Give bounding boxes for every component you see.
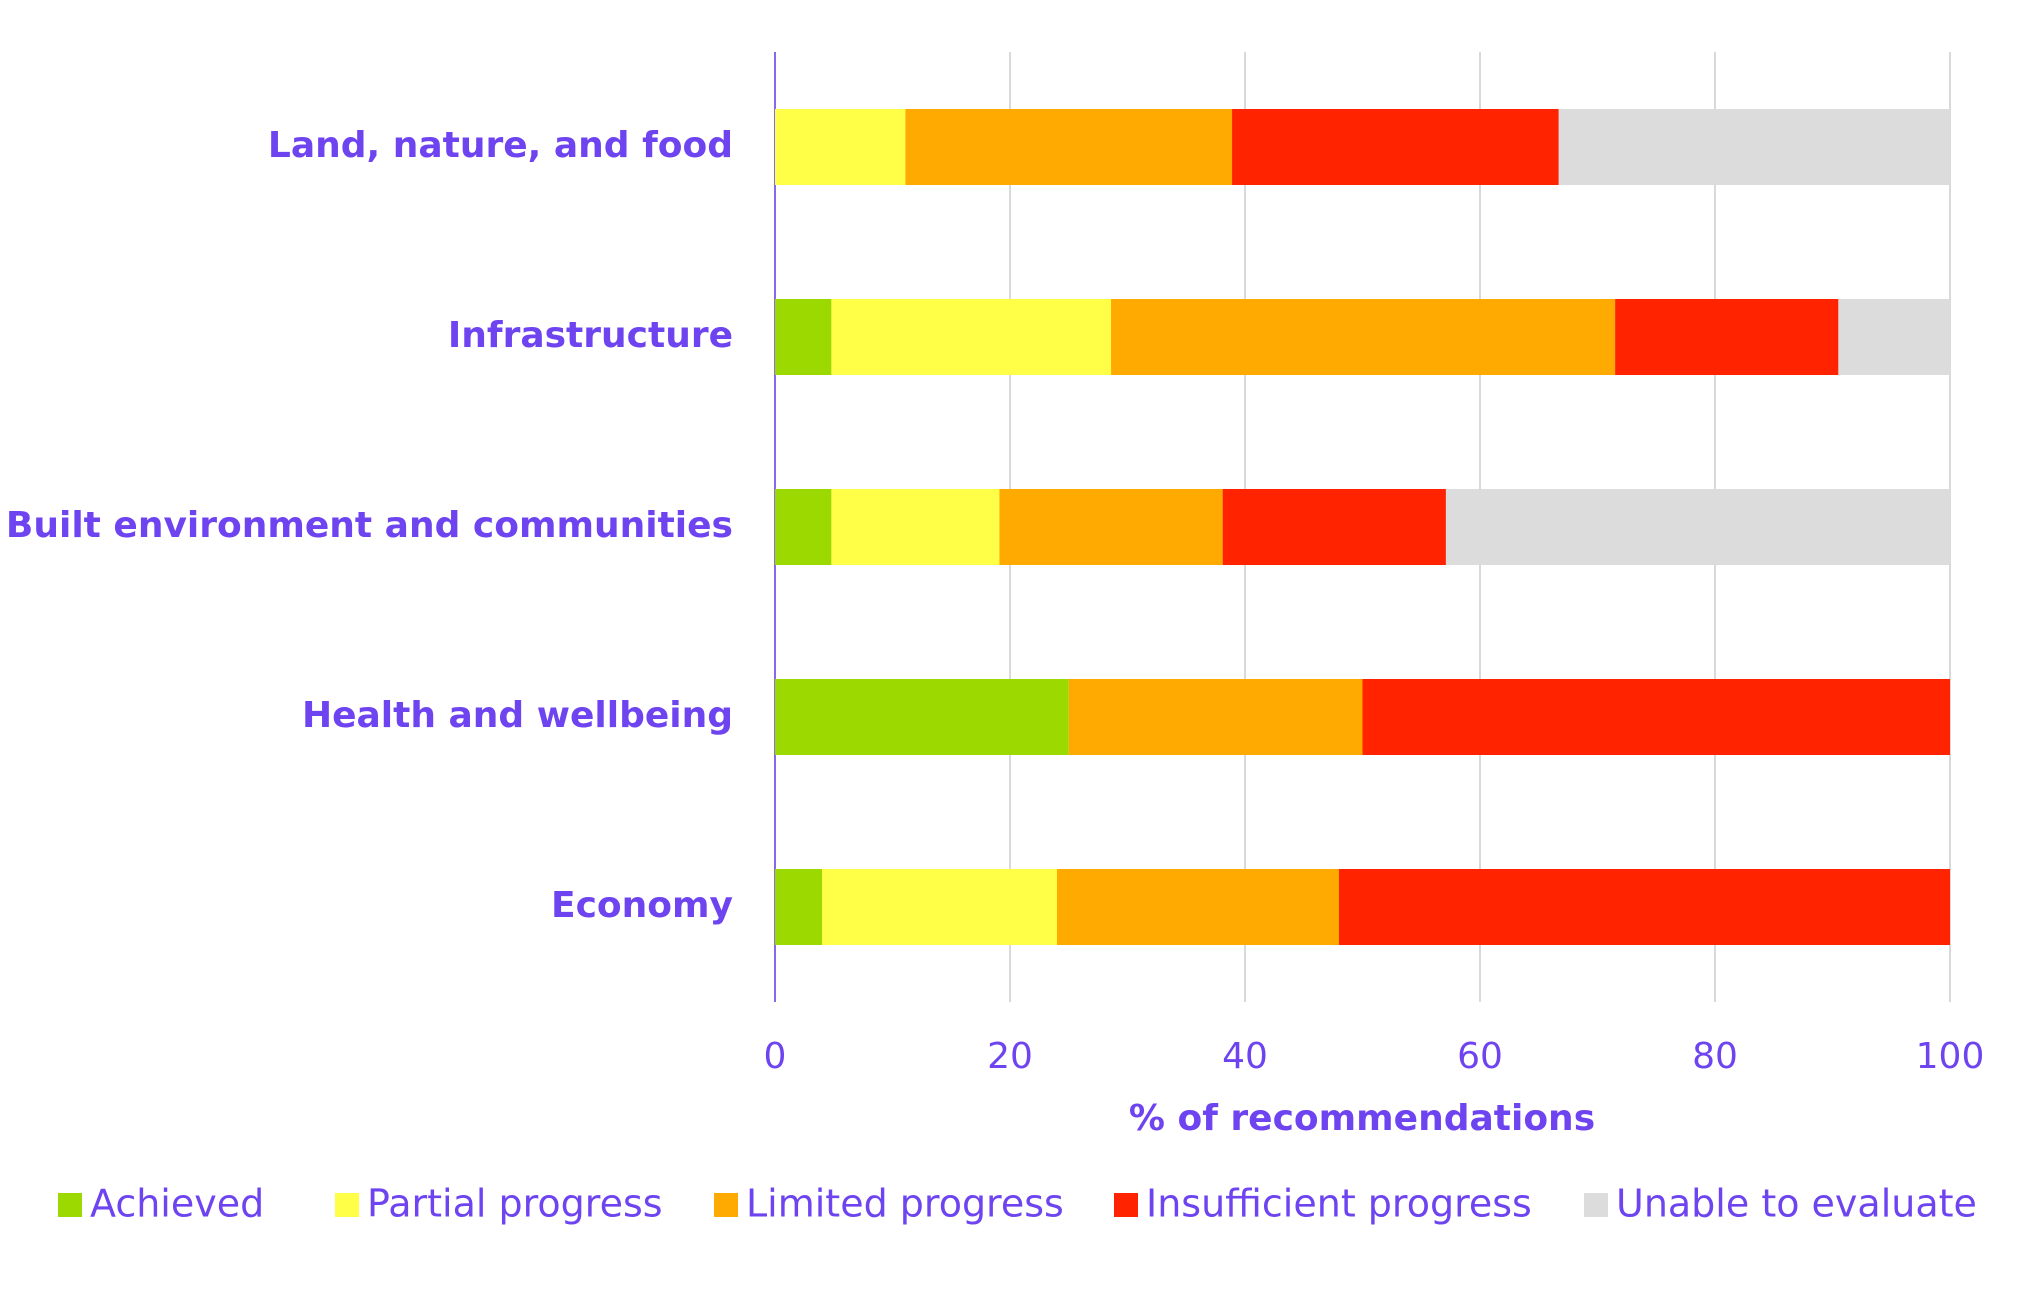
legend-label: Unable to evaluate	[1616, 1182, 1977, 1226]
legend-label: Partial progress	[367, 1182, 663, 1226]
bar-segment	[775, 299, 832, 375]
bar-segment	[1445, 489, 1950, 565]
legend-label: Limited progress	[746, 1182, 1064, 1226]
bar-segment	[1615, 299, 1839, 375]
y-tick-label: Health and wellbeing	[302, 695, 733, 736]
x-tick-label: 60	[1457, 1036, 1503, 1077]
x-tick-label: 0	[764, 1036, 787, 1077]
bar-segment	[822, 869, 1057, 945]
legend-swatch	[58, 1193, 82, 1217]
bar-segment	[1111, 299, 1616, 375]
bar-segment	[1339, 869, 1950, 945]
bar-segment	[1232, 109, 1559, 185]
bar-segment	[1362, 679, 1950, 755]
bar-segment	[831, 489, 1000, 565]
legend-label: Achieved	[90, 1182, 264, 1226]
bar-segment	[775, 109, 906, 185]
legend-label: Insufficient progress	[1146, 1182, 1532, 1226]
bar-segment	[905, 109, 1233, 185]
y-tick-label: Land, nature, and food	[268, 125, 733, 166]
bar-segment	[831, 299, 1112, 375]
y-tick-label: Built environment and communities	[6, 505, 733, 546]
x-tick-label: 40	[1222, 1036, 1268, 1077]
y-tick-label: Economy	[551, 885, 733, 926]
bar-segment	[1558, 109, 1950, 185]
x-tick-label: 100	[1916, 1036, 1985, 1077]
x-tick-label: 80	[1692, 1036, 1738, 1077]
x-tick-label: 20	[987, 1036, 1033, 1077]
bar-segment	[1222, 489, 1446, 565]
legend-swatch	[714, 1193, 738, 1217]
y-tick-label: Infrastructure	[448, 315, 733, 356]
legend-swatch	[335, 1193, 359, 1217]
bar-segment	[775, 679, 1069, 755]
bar-segment	[775, 489, 832, 565]
bar-segment	[1057, 869, 1339, 945]
bar-segment	[1838, 299, 1950, 375]
legend-swatch	[1584, 1193, 1608, 1217]
legend-swatch	[1114, 1193, 1138, 1217]
bar-segment	[999, 489, 1223, 565]
bar-segment	[775, 869, 822, 945]
x-axis-title: % of recommendations	[1129, 1098, 1595, 1139]
bar-segment	[1068, 679, 1363, 755]
